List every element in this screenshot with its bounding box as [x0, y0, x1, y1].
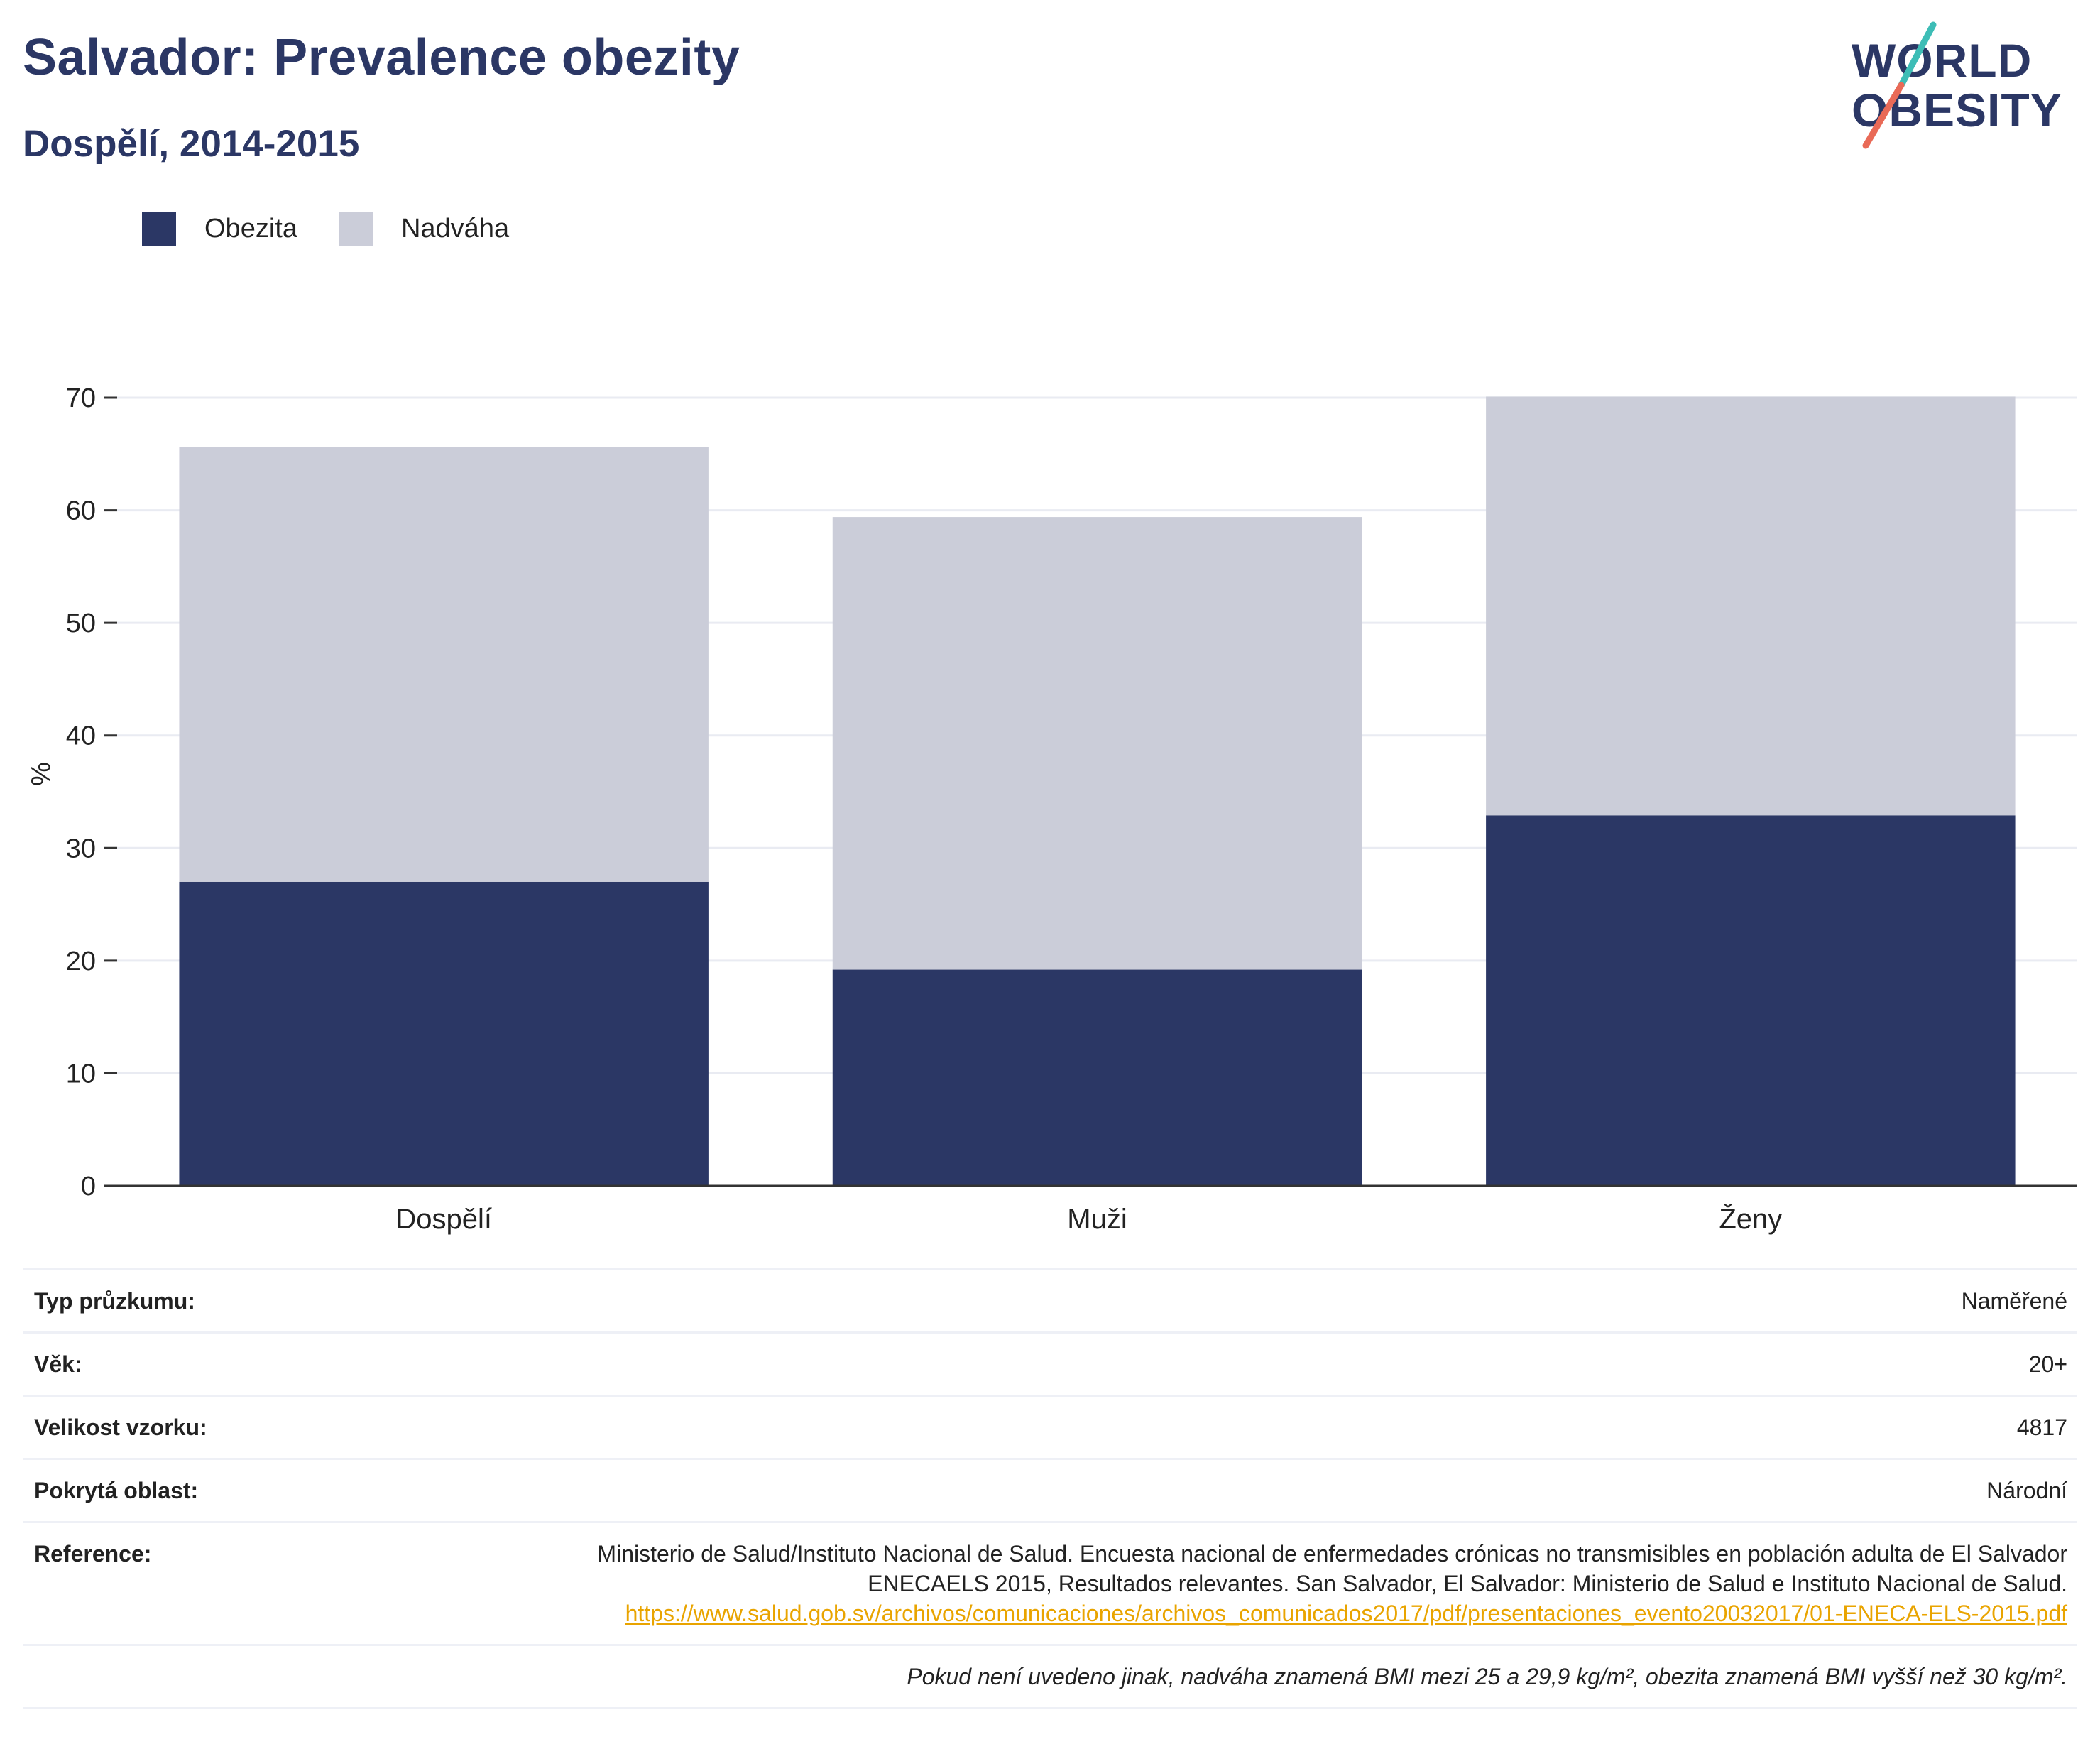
legend-swatch-obezita: [142, 212, 176, 246]
x-tick-label: Dospělí: [395, 1204, 492, 1235]
reference-text: Ministerio de Salud/Instituto Nacional d…: [597, 1541, 2067, 1596]
info-row-reference: Reference: Ministerio de Salud/Instituto…: [23, 1521, 2077, 1644]
y-tick-label: 50: [66, 609, 96, 638]
world-obesity-logo[interactable]: WORLD OBESITY: [1852, 21, 2079, 149]
page-subtitle: Dospělí, 2014-2015: [23, 123, 360, 165]
y-axis-label: %: [26, 762, 56, 786]
y-tick-label: 20: [66, 947, 96, 976]
stacked-bar-chart: 0 10 20 30 40 50 60 70 Dospělí Muži Ženy %: [26, 383, 2077, 1235]
logo-slash-icon: [1862, 21, 1937, 149]
legend-label-obezita: Obezita: [204, 213, 297, 244]
info-label: Velikost vzorku:: [34, 1415, 207, 1440]
info-footnote: Pokud není uvedeno jinak, nadváha znamen…: [23, 1644, 2077, 1709]
footnote-text: Pokud není uvedeno jinak, nadváha znamen…: [907, 1664, 2067, 1689]
info-value: 4817: [2016, 1415, 2067, 1440]
x-tick-label: Ženy: [1719, 1203, 1782, 1235]
info-row-age: Věk: 20+: [23, 1331, 2077, 1395]
bar-nadvaha-0[interactable]: [179, 447, 709, 882]
page-title: Salvador: Prevalence obezity: [23, 29, 740, 86]
chart-bars: [179, 396, 2016, 1186]
legend-swatch-nadvaha: [338, 212, 373, 246]
legend-item-obezita[interactable]: Obezita: [142, 212, 297, 246]
y-tick-label: 30: [66, 834, 96, 863]
info-row-survey-type: Typ průzkumu: Naměřené: [23, 1268, 2077, 1331]
bar-obezita-1[interactable]: [832, 969, 1362, 1186]
bar-obezita-2[interactable]: [1486, 815, 2016, 1186]
survey-info-table: Typ průzkumu: Naměřené Věk: 20+ Velikost…: [23, 1268, 2077, 1709]
y-tick-label: 60: [66, 496, 96, 526]
logo-line-1: WORLD: [1852, 34, 2033, 87]
y-tick-label: 10: [66, 1059, 96, 1089]
legend-label-nadvaha: Nadváha: [400, 213, 510, 244]
y-tick-label: 70: [66, 383, 96, 413]
info-label: Věk:: [34, 1351, 82, 1377]
bar-nadvaha-2[interactable]: [1486, 396, 2016, 816]
info-label: Pokrytá oblast:: [34, 1478, 199, 1503]
chart-legend: Obezita Nadváha: [142, 212, 550, 246]
info-value: 20+: [2028, 1351, 2067, 1377]
info-value: Národní: [1986, 1478, 2067, 1503]
bar-obezita-0[interactable]: [179, 881, 709, 1186]
bar-nadvaha-1[interactable]: [832, 517, 1362, 970]
info-label: Typ průzkumu:: [34, 1288, 195, 1314]
y-tick-label: 0: [81, 1172, 96, 1202]
legend-item-nadvaha[interactable]: Nadváha: [338, 212, 510, 246]
reference-link[interactable]: https://www.salud.gob.sv/archivos/comuni…: [625, 1601, 2067, 1626]
info-row-sample-size: Velikost vzorku: 4817: [23, 1395, 2077, 1458]
info-label: Reference:: [34, 1541, 152, 1567]
reference-text-block: Ministerio de Salud/Instituto Nacional d…: [505, 1539, 2067, 1628]
info-value: Naměřené: [1961, 1288, 2067, 1314]
info-row-area: Pokrytá oblast: Národní: [23, 1458, 2077, 1521]
y-tick-label: 40: [66, 721, 96, 751]
chart-axes: 0 10 20 30 40 50 60 70 Dospělí Muži Ženy: [66, 383, 2077, 1235]
x-tick-label: Muži: [1067, 1204, 1127, 1235]
